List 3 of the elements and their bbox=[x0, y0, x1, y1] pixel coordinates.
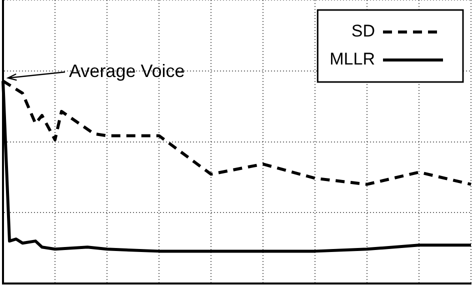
text: Average Voice bbox=[69, 60, 185, 81]
legend-label: SD bbox=[351, 22, 375, 41]
legend-label: MLLR bbox=[330, 50, 375, 69]
